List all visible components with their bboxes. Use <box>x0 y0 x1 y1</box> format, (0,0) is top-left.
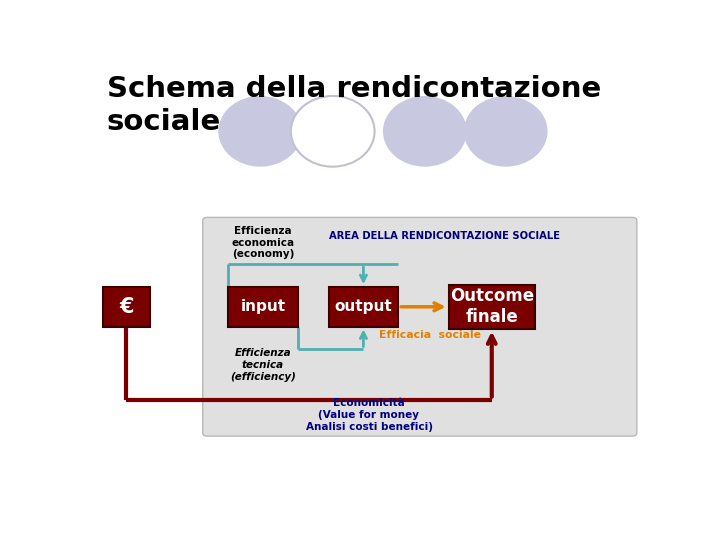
FancyBboxPatch shape <box>449 285 535 329</box>
Text: AREA DELLA RENDICONTAZIONE SOCIALE: AREA DELLA RENDICONTAZIONE SOCIALE <box>329 231 560 241</box>
Ellipse shape <box>464 96 547 167</box>
Ellipse shape <box>383 96 467 167</box>
Text: Efficacia  sociale: Efficacia sociale <box>379 330 482 340</box>
Text: output: output <box>335 299 392 314</box>
Text: Economicità
(Value for money
Analisi costi benefici): Economicità (Value for money Analisi cos… <box>305 399 433 431</box>
FancyBboxPatch shape <box>328 287 398 327</box>
Text: Efficienza
tecnica
(efficiency): Efficienza tecnica (efficiency) <box>230 348 296 382</box>
FancyBboxPatch shape <box>228 287 298 327</box>
Text: €: € <box>119 297 133 317</box>
Text: Efficienza
economica
(economy): Efficienza economica (economy) <box>231 226 294 259</box>
Text: input: input <box>240 299 286 314</box>
Text: Schema della rendicontazione
sociale: Schema della rendicontazione sociale <box>107 75 601 136</box>
FancyBboxPatch shape <box>203 218 637 436</box>
FancyBboxPatch shape <box>102 287 150 327</box>
Ellipse shape <box>291 96 374 167</box>
Text: Outcome
finale: Outcome finale <box>450 287 534 326</box>
Ellipse shape <box>218 96 302 167</box>
